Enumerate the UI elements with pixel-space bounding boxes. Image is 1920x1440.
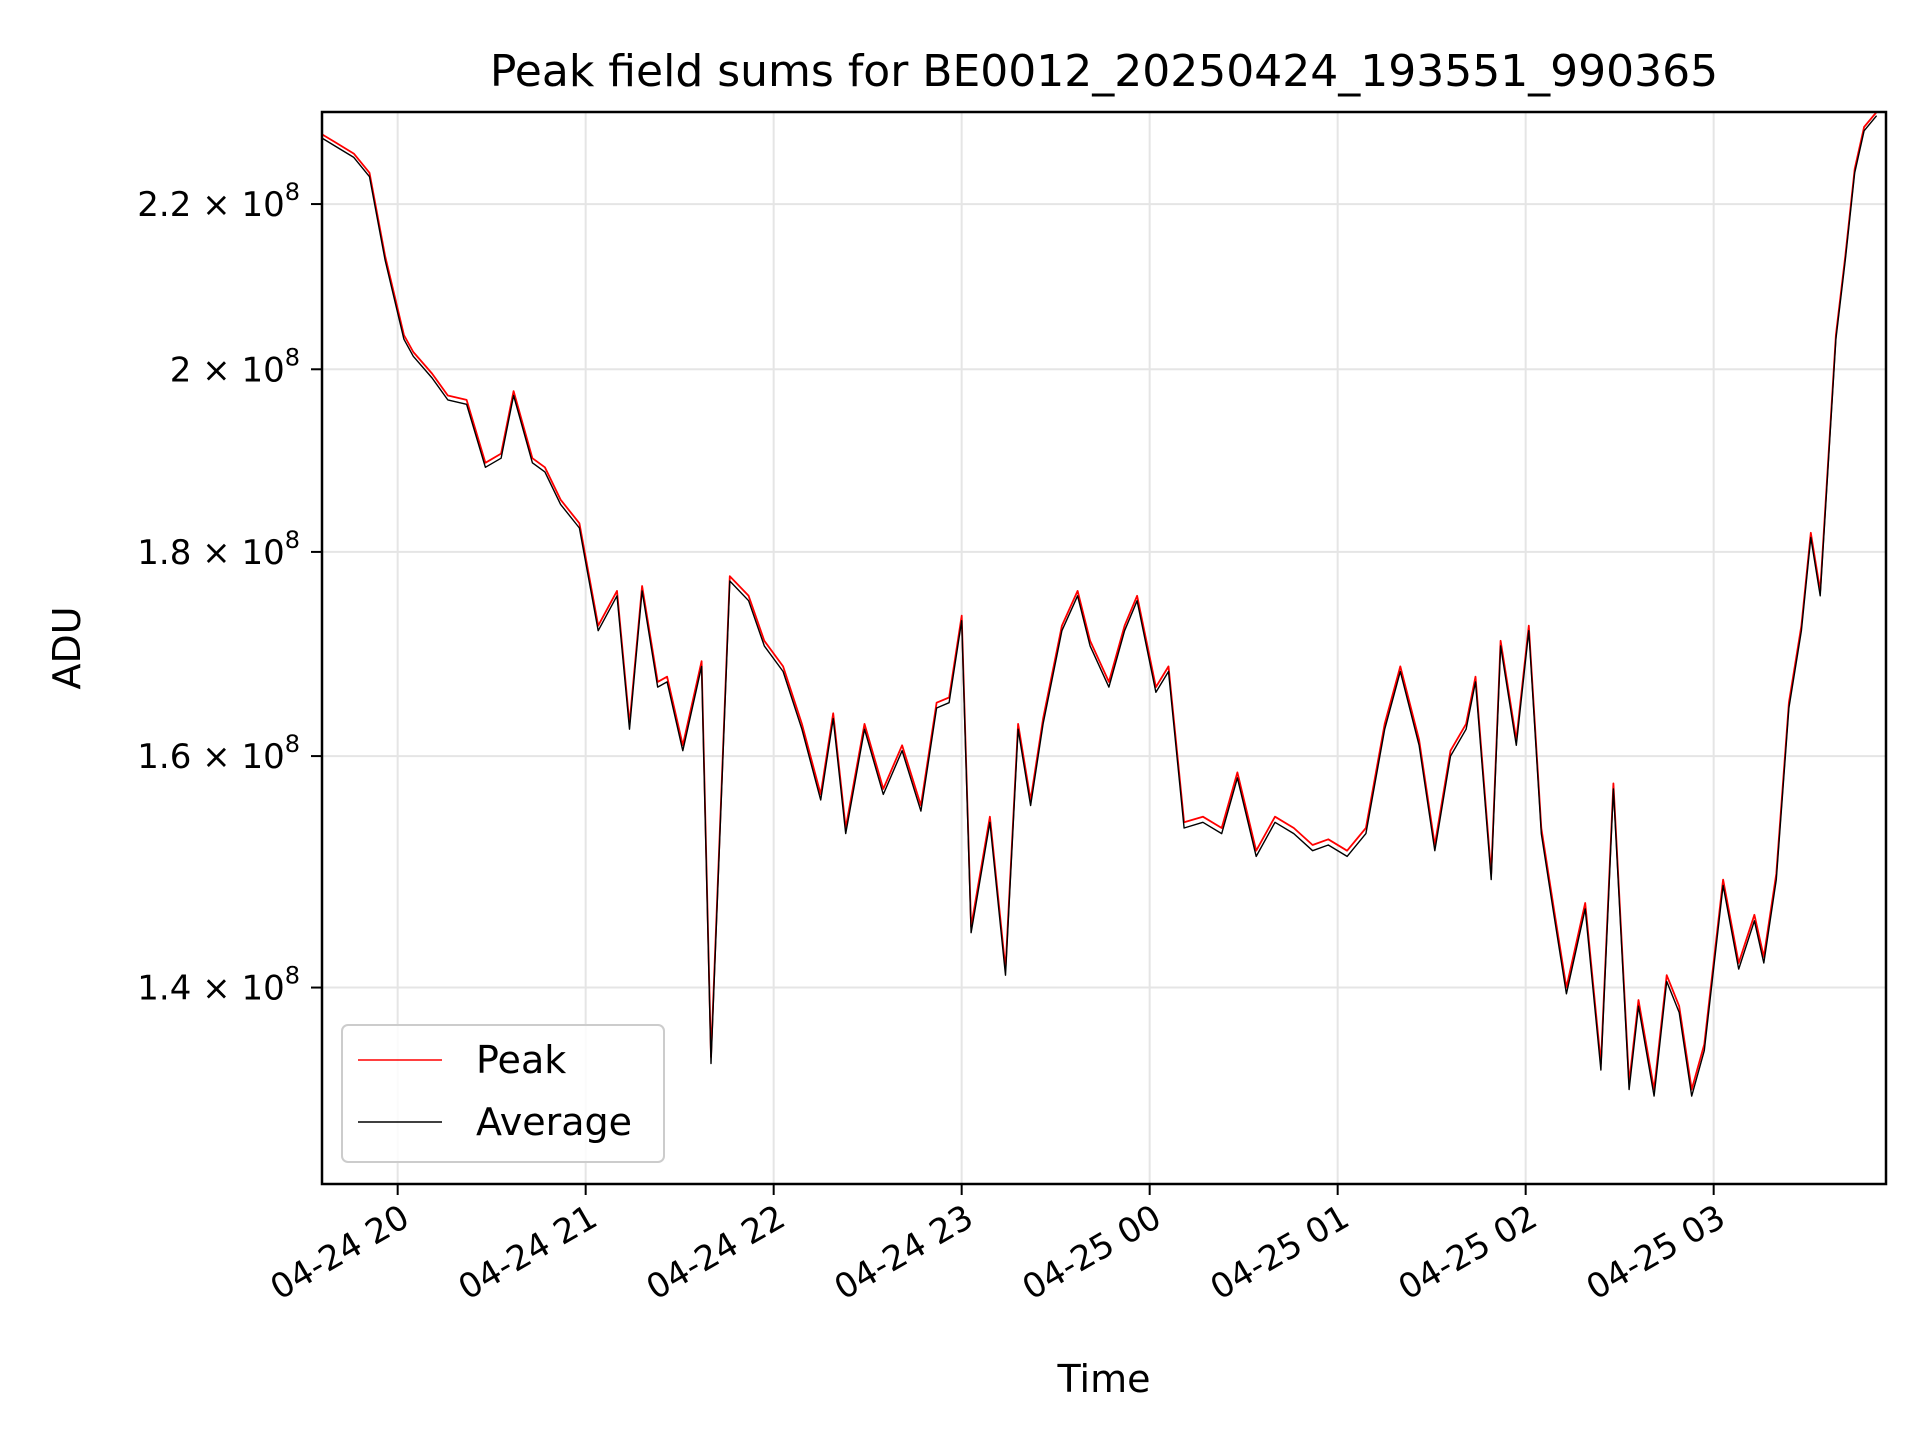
y-tick-exponent: 8 bbox=[285, 962, 300, 990]
series-line-average bbox=[322, 115, 1878, 1097]
y-tick-label: 2.2 × 108 bbox=[137, 178, 300, 225]
y-tick-label: 2 × 108 bbox=[170, 343, 300, 390]
y-tick-multiply-sign: × bbox=[191, 185, 241, 225]
y-tick-mantissa: 1.8 bbox=[137, 533, 191, 573]
y-tick-base: 10 bbox=[241, 969, 284, 1009]
y-tick-base: 10 bbox=[241, 737, 284, 777]
y-tick-multiply-sign: × bbox=[191, 533, 241, 573]
y-tick-multiply-sign: × bbox=[191, 969, 241, 1009]
y-tick-base: 10 bbox=[241, 350, 284, 390]
series-lines bbox=[322, 111, 1878, 1097]
y-tick-exponent: 8 bbox=[285, 526, 300, 554]
y-tick-mantissa: 2 bbox=[170, 350, 192, 390]
y-axis-label: ADU bbox=[45, 606, 89, 689]
y-tick-label: 1.8 × 108 bbox=[137, 526, 300, 573]
legend-peak-label: Peak bbox=[476, 1038, 566, 1082]
y-tick-multiply-sign: × bbox=[191, 737, 241, 777]
y-tick-label: 1.6 × 108 bbox=[137, 730, 300, 777]
chart-title: Peak field sums for BE0012_20250424_1935… bbox=[490, 46, 1718, 97]
y-tick-label: 1.4 × 108 bbox=[137, 962, 300, 1009]
legend: Peak Average bbox=[341, 1024, 665, 1163]
legend-average-label: Average bbox=[476, 1100, 632, 1144]
grid-lines bbox=[322, 112, 1886, 1184]
y-tick-exponent: 8 bbox=[285, 730, 300, 758]
y-tick-exponent: 8 bbox=[285, 178, 300, 206]
y-tick-base: 10 bbox=[241, 533, 284, 573]
y-tick-mantissa: 2.2 bbox=[137, 185, 191, 225]
y-tick-exponent: 8 bbox=[285, 343, 300, 371]
y-tick-base: 10 bbox=[241, 185, 284, 225]
y-tick-mantissa: 1.6 bbox=[137, 737, 191, 777]
x-axis-label: Time bbox=[1057, 1357, 1151, 1401]
y-tick-mantissa: 1.4 bbox=[137, 969, 191, 1009]
y-tick-multiply-sign: × bbox=[191, 350, 241, 390]
plot-area-frame bbox=[320, 110, 1888, 1186]
